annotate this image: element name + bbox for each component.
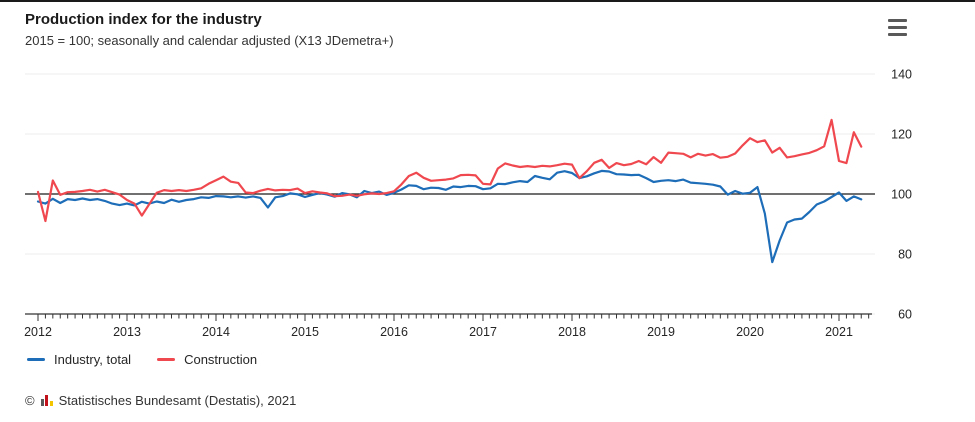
y-axis-tick-label: 60	[898, 307, 912, 321]
x-axis-tick-label: 2015	[291, 325, 319, 339]
x-axis-tick-label: 2018	[558, 325, 586, 339]
chart-legend: Industry, total Construction	[27, 352, 257, 367]
hamburger-menu-icon[interactable]	[888, 19, 908, 36]
copyright-symbol: ©	[25, 393, 35, 408]
legend-item-construction[interactable]: Construction	[157, 352, 257, 367]
x-axis-tick-label: 2017	[469, 325, 497, 339]
chart-subtitle: 2015 = 100; seasonally and calendar adju…	[25, 33, 394, 48]
x-axis-tick-label: 2019	[647, 325, 675, 339]
industry-line-swatch	[27, 358, 45, 361]
y-axis-tick-label: 140	[891, 67, 912, 81]
y-axis-tick-label: 80	[898, 247, 912, 261]
x-axis-tick-label: 2020	[736, 325, 764, 339]
series-line-construction[interactable]	[36, 118, 863, 223]
legend-item-industry-total[interactable]: Industry, total	[27, 352, 131, 367]
top-divider	[0, 0, 975, 2]
x-axis-tick-label: 2012	[24, 325, 52, 339]
page-title: Production index for the industry	[25, 11, 262, 28]
production-index-line-chart[interactable]: 60 80 100 120 140 2012 2013 2014 2015 2016 2017 201…	[0, 60, 975, 350]
y-axis-tick-label: 120	[891, 127, 912, 141]
copyright-line: © Statistisches Bundesamt (Destatis), 20…	[25, 393, 296, 408]
x-axis-tick-label: 2013	[113, 325, 141, 339]
x-axis-tick-label: 2014	[202, 325, 230, 339]
legend-label: Construction	[184, 352, 258, 367]
destatis-bar-chart-icon	[40, 395, 53, 406]
legend-label: Industry, total	[54, 352, 132, 367]
series-line-industry-total[interactable]	[36, 169, 863, 264]
copyright-text: Statistisches Bundesamt (Destatis), 2021	[58, 393, 297, 408]
y-axis-tick-label: 100	[891, 187, 912, 201]
x-axis-tick-label: 2016	[380, 325, 408, 339]
x-axis-tick-label: 2021	[825, 325, 853, 339]
construction-line-swatch	[157, 358, 176, 361]
